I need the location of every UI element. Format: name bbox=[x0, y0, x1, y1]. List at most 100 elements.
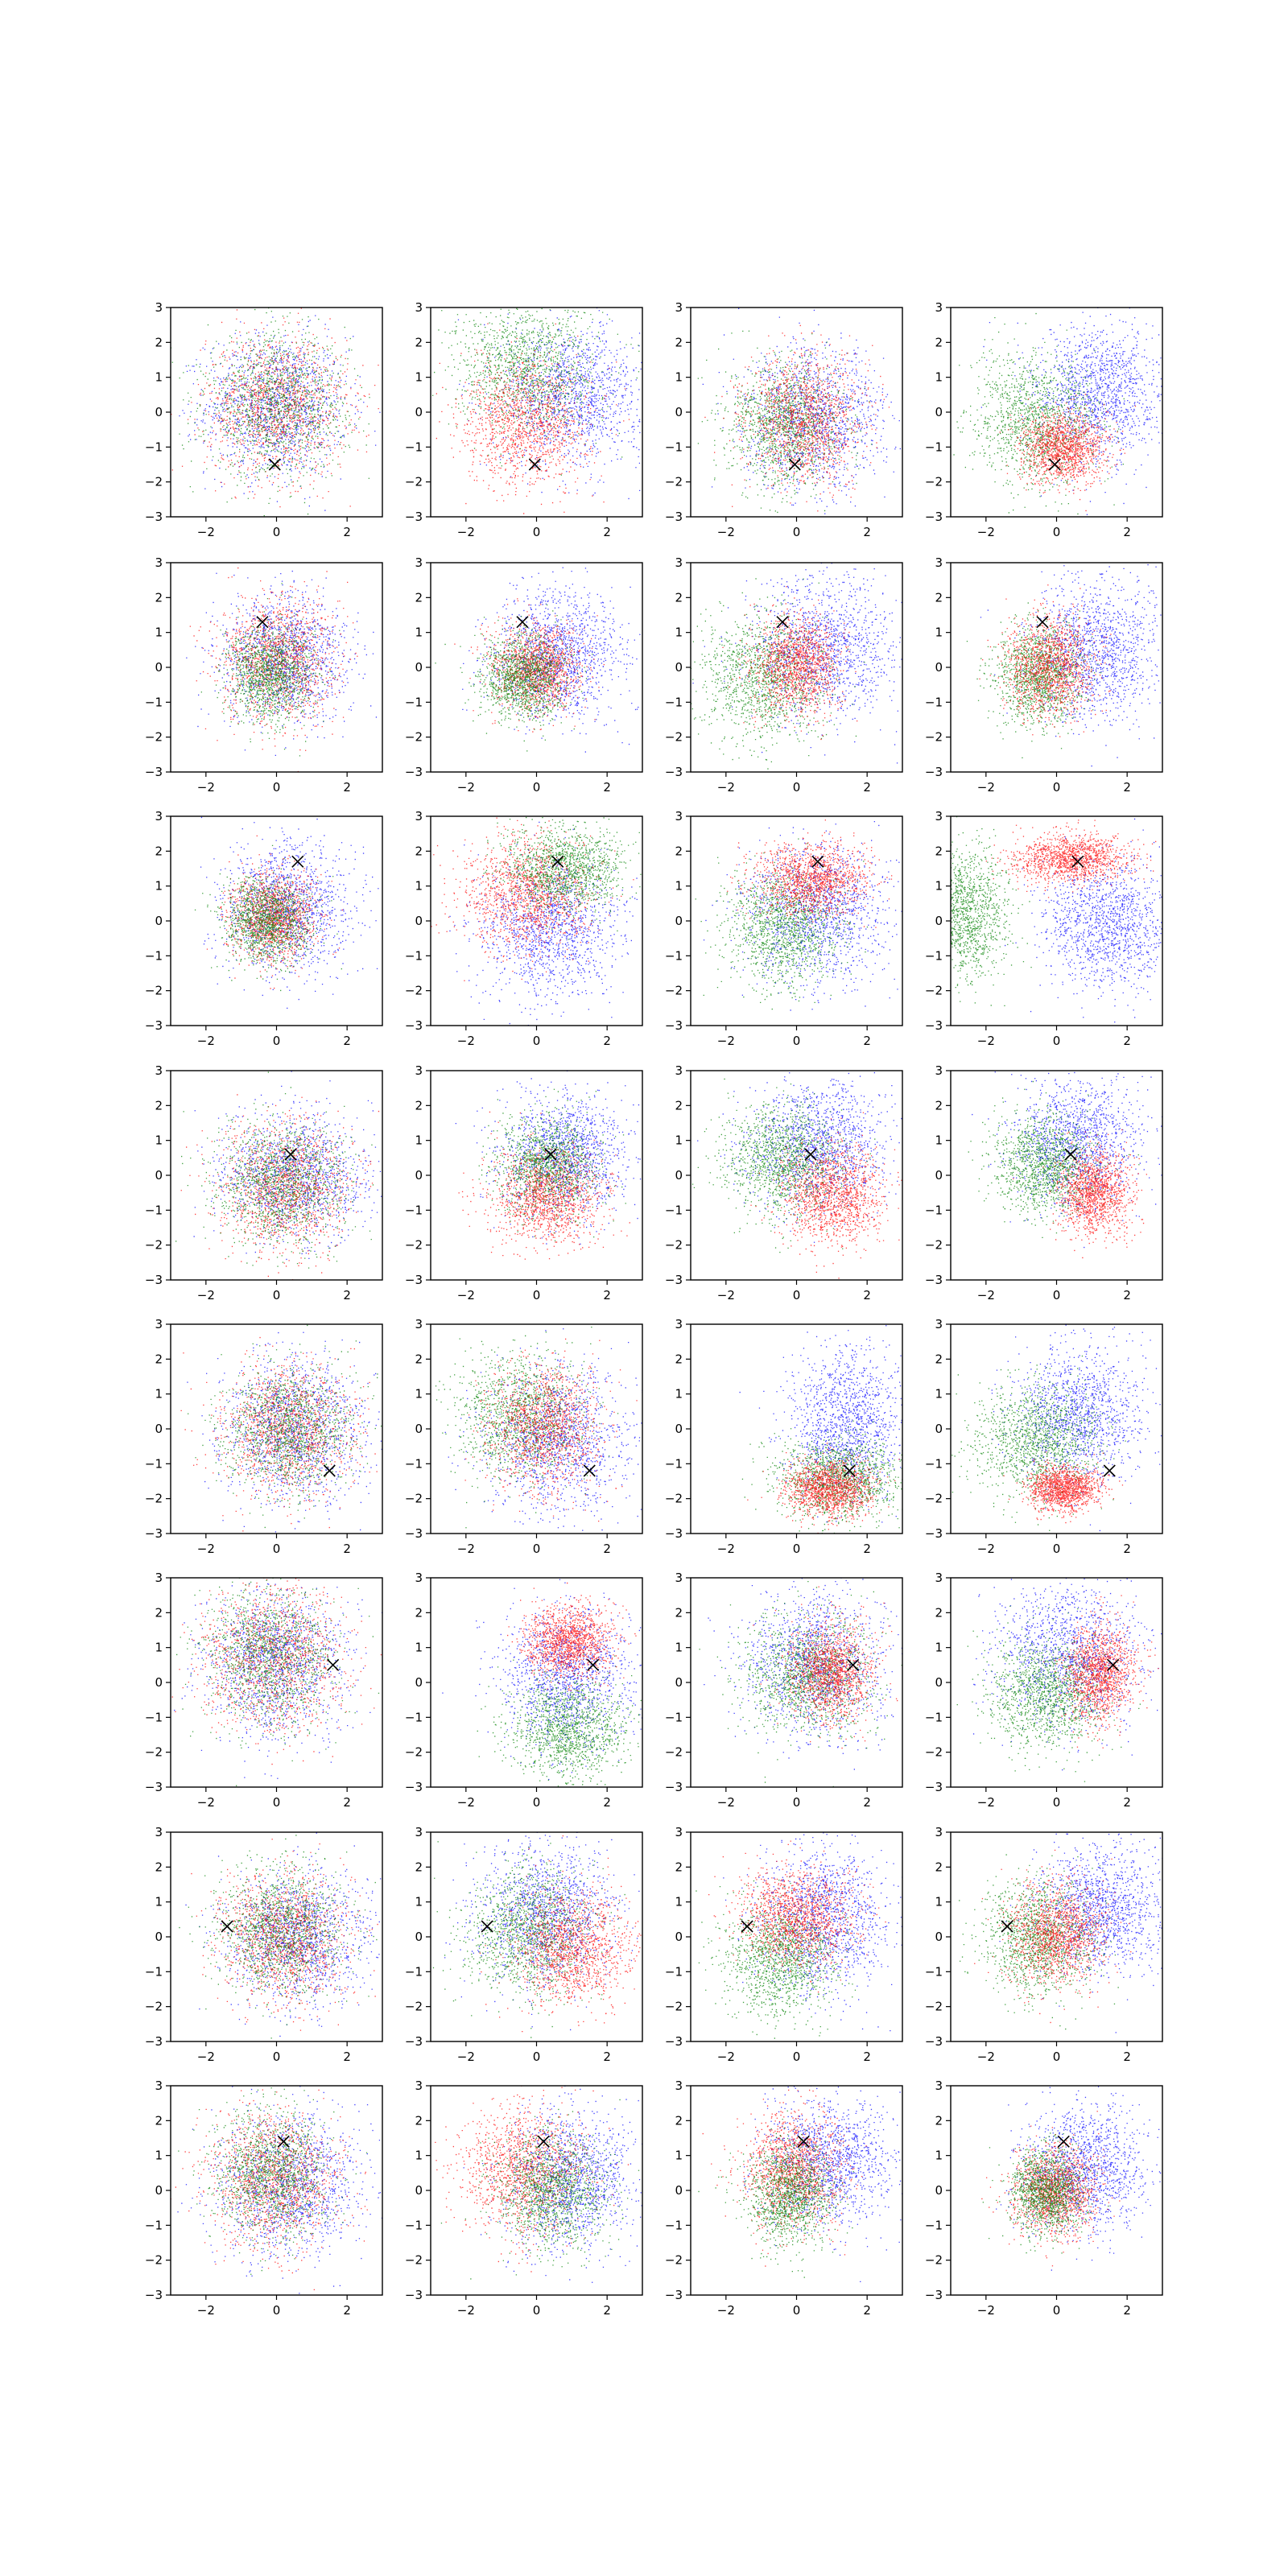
y-tick-label: 2 bbox=[155, 1098, 163, 1113]
series-green-dots bbox=[176, 1577, 379, 1786]
x-tick-label: 2 bbox=[343, 1542, 351, 1556]
axes-frame bbox=[951, 2086, 1162, 2295]
x-tick-label: 2 bbox=[603, 1288, 611, 1302]
y-tick-label: 1 bbox=[935, 1387, 943, 1402]
y-tick-label: −1 bbox=[665, 2218, 683, 2232]
series-green-dots bbox=[432, 307, 643, 476]
y-tick-label: −3 bbox=[405, 1273, 423, 1287]
x-tick-label: −2 bbox=[457, 1795, 475, 1810]
y-tick-label: 2 bbox=[675, 1352, 683, 1366]
series-green-dots bbox=[433, 1831, 625, 2038]
x-tick-label: 0 bbox=[793, 2303, 801, 2318]
y-tick-label: 3 bbox=[155, 2079, 163, 2093]
points-layer bbox=[696, 1832, 905, 2039]
series-green-dots bbox=[171, 307, 370, 519]
series-red-points bbox=[431, 818, 634, 981]
y-tick-label: −2 bbox=[665, 1492, 683, 1506]
y-tick-label: −2 bbox=[145, 1492, 163, 1506]
series-red-dots bbox=[436, 324, 630, 514]
points-layer bbox=[442, 1579, 644, 1788]
y-tick-label: 0 bbox=[155, 1675, 163, 1690]
series-red-dots bbox=[190, 568, 358, 772]
series-blue-dots bbox=[723, 1832, 905, 2031]
x-tick-label: 0 bbox=[793, 2050, 801, 2064]
y-tick-label: 1 bbox=[935, 1895, 943, 1909]
points-layer bbox=[186, 568, 377, 772]
x-tick-label: 2 bbox=[863, 525, 871, 539]
series-blue-dots bbox=[692, 563, 904, 764]
query-x-marker bbox=[741, 1921, 753, 1932]
y-tick-label: 1 bbox=[155, 1387, 163, 1402]
series-green-dots bbox=[179, 1831, 377, 2039]
y-tick-label: −3 bbox=[405, 510, 423, 524]
x-tick-label: −2 bbox=[717, 1288, 735, 1302]
y-tick-label: −1 bbox=[145, 948, 163, 963]
y-tick-label: −2 bbox=[405, 475, 423, 489]
y-tick-label: 2 bbox=[935, 1860, 943, 1874]
x-tick-label: 2 bbox=[1123, 1542, 1131, 1556]
series-red-points bbox=[181, 1094, 379, 1281]
y-tick-label: 1 bbox=[415, 1641, 423, 1655]
y-tick-label: −3 bbox=[665, 2288, 683, 2302]
points-layer bbox=[436, 1323, 645, 1537]
y-tick-label: −3 bbox=[665, 765, 683, 779]
y-tick-label: 1 bbox=[675, 1387, 683, 1402]
series-green-dots bbox=[952, 1356, 1126, 1531]
x-tick-label: 0 bbox=[793, 1542, 801, 1556]
y-tick-label: 1 bbox=[675, 625, 683, 640]
y-tick-label: 2 bbox=[155, 590, 163, 605]
y-tick-label: −1 bbox=[925, 1964, 943, 1979]
x-tick-label: 0 bbox=[273, 1795, 281, 1810]
series-blue-dots bbox=[462, 568, 640, 753]
x-tick-label: −2 bbox=[717, 780, 735, 795]
y-tick-label: −2 bbox=[145, 1238, 163, 1253]
series-blue-dots bbox=[464, 2086, 645, 2283]
series-red-dots bbox=[1004, 1451, 1124, 1523]
x-tick-label: −2 bbox=[197, 1795, 215, 1810]
y-tick-label: 3 bbox=[935, 1317, 943, 1331]
x-tick-label: 0 bbox=[1053, 2050, 1061, 2064]
x-tick-label: 0 bbox=[533, 1542, 541, 1556]
query-x-marker bbox=[1049, 459, 1060, 470]
x-tick-label: 2 bbox=[863, 1288, 871, 1302]
y-tick-label: −1 bbox=[405, 1710, 423, 1724]
y-tick-label: −2 bbox=[145, 1745, 163, 1760]
y-tick-label: 2 bbox=[935, 844, 943, 858]
series-blue-dots bbox=[449, 822, 644, 1028]
series-blue-points bbox=[723, 1832, 905, 2031]
x-tick-label: 2 bbox=[1123, 1034, 1131, 1048]
y-tick-label: 0 bbox=[415, 1422, 423, 1436]
y-tick-label: −1 bbox=[405, 948, 423, 963]
y-tick-label: 3 bbox=[935, 1571, 943, 1585]
series-green-points bbox=[188, 1325, 382, 1528]
y-tick-label: 2 bbox=[155, 2113, 163, 2128]
y-tick-label: 1 bbox=[155, 1133, 163, 1148]
query-x-marker bbox=[584, 1465, 595, 1476]
y-tick-label: −1 bbox=[925, 2218, 943, 2232]
x-tick-label: 0 bbox=[1053, 1288, 1061, 1302]
y-tick-label: 3 bbox=[155, 1825, 163, 1839]
query-x-marker bbox=[324, 1465, 335, 1476]
x-tick-label: 2 bbox=[603, 1034, 611, 1048]
series-red-dots bbox=[181, 1094, 379, 1281]
y-tick-label: −1 bbox=[665, 1964, 683, 1979]
y-tick-label: −1 bbox=[145, 1710, 163, 1724]
x-tick-label: 2 bbox=[603, 1542, 611, 1556]
y-tick-label: 3 bbox=[415, 2079, 423, 2093]
points-layer bbox=[195, 817, 385, 1022]
points-layer bbox=[170, 307, 385, 519]
x-tick-label: 0 bbox=[533, 2050, 541, 2064]
series-green-points bbox=[433, 1831, 625, 2038]
